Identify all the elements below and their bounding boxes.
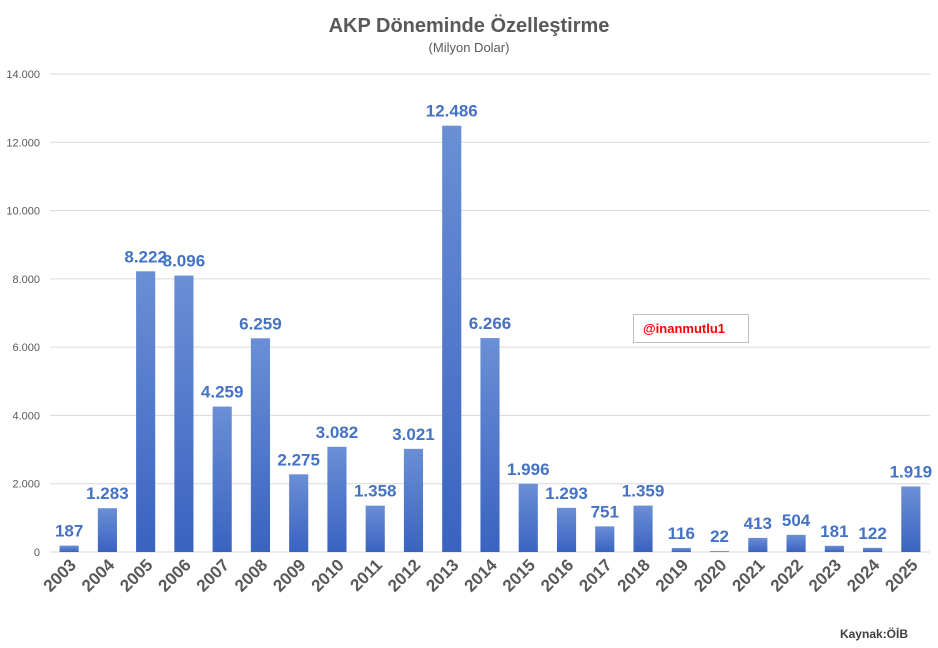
y-tick-label: 2.000	[12, 479, 40, 491]
source-note: Kaynak:ÖİB	[840, 626, 908, 641]
data-label-2023: 181	[820, 522, 848, 541]
chart-title: AKP Döneminde Özelleştirme	[329, 14, 610, 37]
bar-2007	[212, 406, 232, 552]
x-tick-label: 2008	[231, 555, 271, 595]
data-label-2006: 8.096	[163, 252, 206, 271]
bar-2017	[595, 526, 615, 552]
data-label-2020: 22	[710, 527, 729, 546]
bar-2009	[289, 474, 309, 552]
bar-2008	[250, 338, 270, 552]
data-label-2010: 3.082	[316, 423, 359, 442]
y-tick-label: 14.000	[6, 69, 40, 81]
data-label-2024: 122	[858, 524, 886, 543]
data-label-2013: 12.486	[426, 102, 478, 121]
bar-2010	[327, 446, 347, 552]
bar-2021	[748, 537, 768, 552]
bar-2023	[824, 545, 844, 552]
x-tick-label: 2019	[652, 555, 692, 595]
y-axis: 0 2.000 4.000 6.000 8.000 10.000 12.000 14.000	[6, 69, 40, 559]
data-label-2017: 751	[591, 502, 619, 521]
data-label-2022: 504	[782, 511, 811, 530]
data-label-2025: 1.919	[890, 462, 933, 481]
bar-2016	[556, 507, 577, 552]
x-tick-label: 2009	[269, 555, 309, 595]
data-label-2007: 4.259	[201, 383, 244, 402]
bars	[59, 125, 921, 552]
bar-2018	[633, 505, 653, 552]
data-label-2016: 1.293	[545, 484, 588, 503]
bar-2019	[671, 548, 691, 552]
bar-2006	[174, 275, 194, 552]
y-tick-label: 12.000	[6, 137, 40, 149]
data-label-2008: 6.259	[239, 314, 282, 333]
data-label-2004: 1.283	[86, 484, 129, 503]
data-label-2015: 1.996	[507, 460, 550, 479]
x-tick-label: 2016	[537, 555, 577, 595]
x-tick-label: 2013	[422, 555, 462, 595]
bar-2013	[442, 125, 462, 552]
x-tick-label: 2025	[882, 555, 922, 595]
x-tick-label: 2020	[690, 555, 730, 595]
bar-2015	[518, 483, 538, 552]
y-tick-label: 8.000	[12, 274, 40, 286]
x-tick-label: 2012	[384, 555, 424, 595]
x-tick-label: 2014	[461, 555, 502, 596]
data-label-2021: 413	[744, 514, 772, 533]
data-label-2009: 2.275	[277, 450, 320, 469]
x-tick-label: 2006	[155, 555, 195, 595]
x-tick-label: 2022	[767, 555, 807, 595]
data-label-2012: 3.021	[392, 425, 435, 444]
x-tick-label: 2011	[347, 555, 387, 595]
x-tick-label: 2024	[843, 555, 884, 596]
bar-2022	[786, 534, 806, 552]
data-label-2005: 8.222	[124, 247, 167, 266]
x-tick-label: 2004	[78, 555, 119, 596]
bar-2025	[901, 486, 921, 552]
chart-subtitle: (Milyon Dolar)	[429, 40, 510, 55]
bar-2004	[97, 508, 117, 552]
bar-2012	[403, 448, 424, 552]
x-tick-label: 2003	[40, 555, 80, 595]
data-label-2014: 6.266	[469, 314, 512, 333]
x-tick-label: 2015	[499, 555, 539, 595]
x-tick-label: 2023	[805, 555, 845, 595]
x-tick-label: 2010	[308, 555, 348, 595]
data-label-2019: 116	[668, 524, 695, 543]
bar-2003	[59, 545, 79, 552]
x-tick-label: 2007	[193, 555, 233, 595]
y-tick-label: 0	[34, 547, 40, 559]
y-tick-label: 4.000	[12, 410, 40, 422]
x-tick-label: 2005	[116, 555, 156, 595]
bar-2005	[136, 271, 156, 552]
bar-2011	[365, 505, 385, 552]
y-tick-label: 6.000	[12, 342, 40, 354]
x-tick-label: 2021	[728, 555, 768, 595]
x-axis: 2003200420052006200720082009201020112012…	[40, 555, 922, 596]
y-tick-label: 10.000	[6, 206, 40, 218]
data-label-2018: 1.359	[622, 482, 665, 501]
data-label-2003: 187	[55, 522, 83, 541]
x-tick-label: 2018	[614, 555, 654, 595]
x-tick-label: 2017	[575, 555, 615, 595]
bar-2024	[863, 547, 883, 552]
watermark-box: @inanmutlu1	[633, 314, 749, 343]
data-label-2011: 1.358	[354, 482, 397, 501]
bar-2020	[710, 551, 730, 552]
watermark-text: @inanmutlu1	[643, 321, 726, 336]
bar-2014	[480, 338, 500, 552]
